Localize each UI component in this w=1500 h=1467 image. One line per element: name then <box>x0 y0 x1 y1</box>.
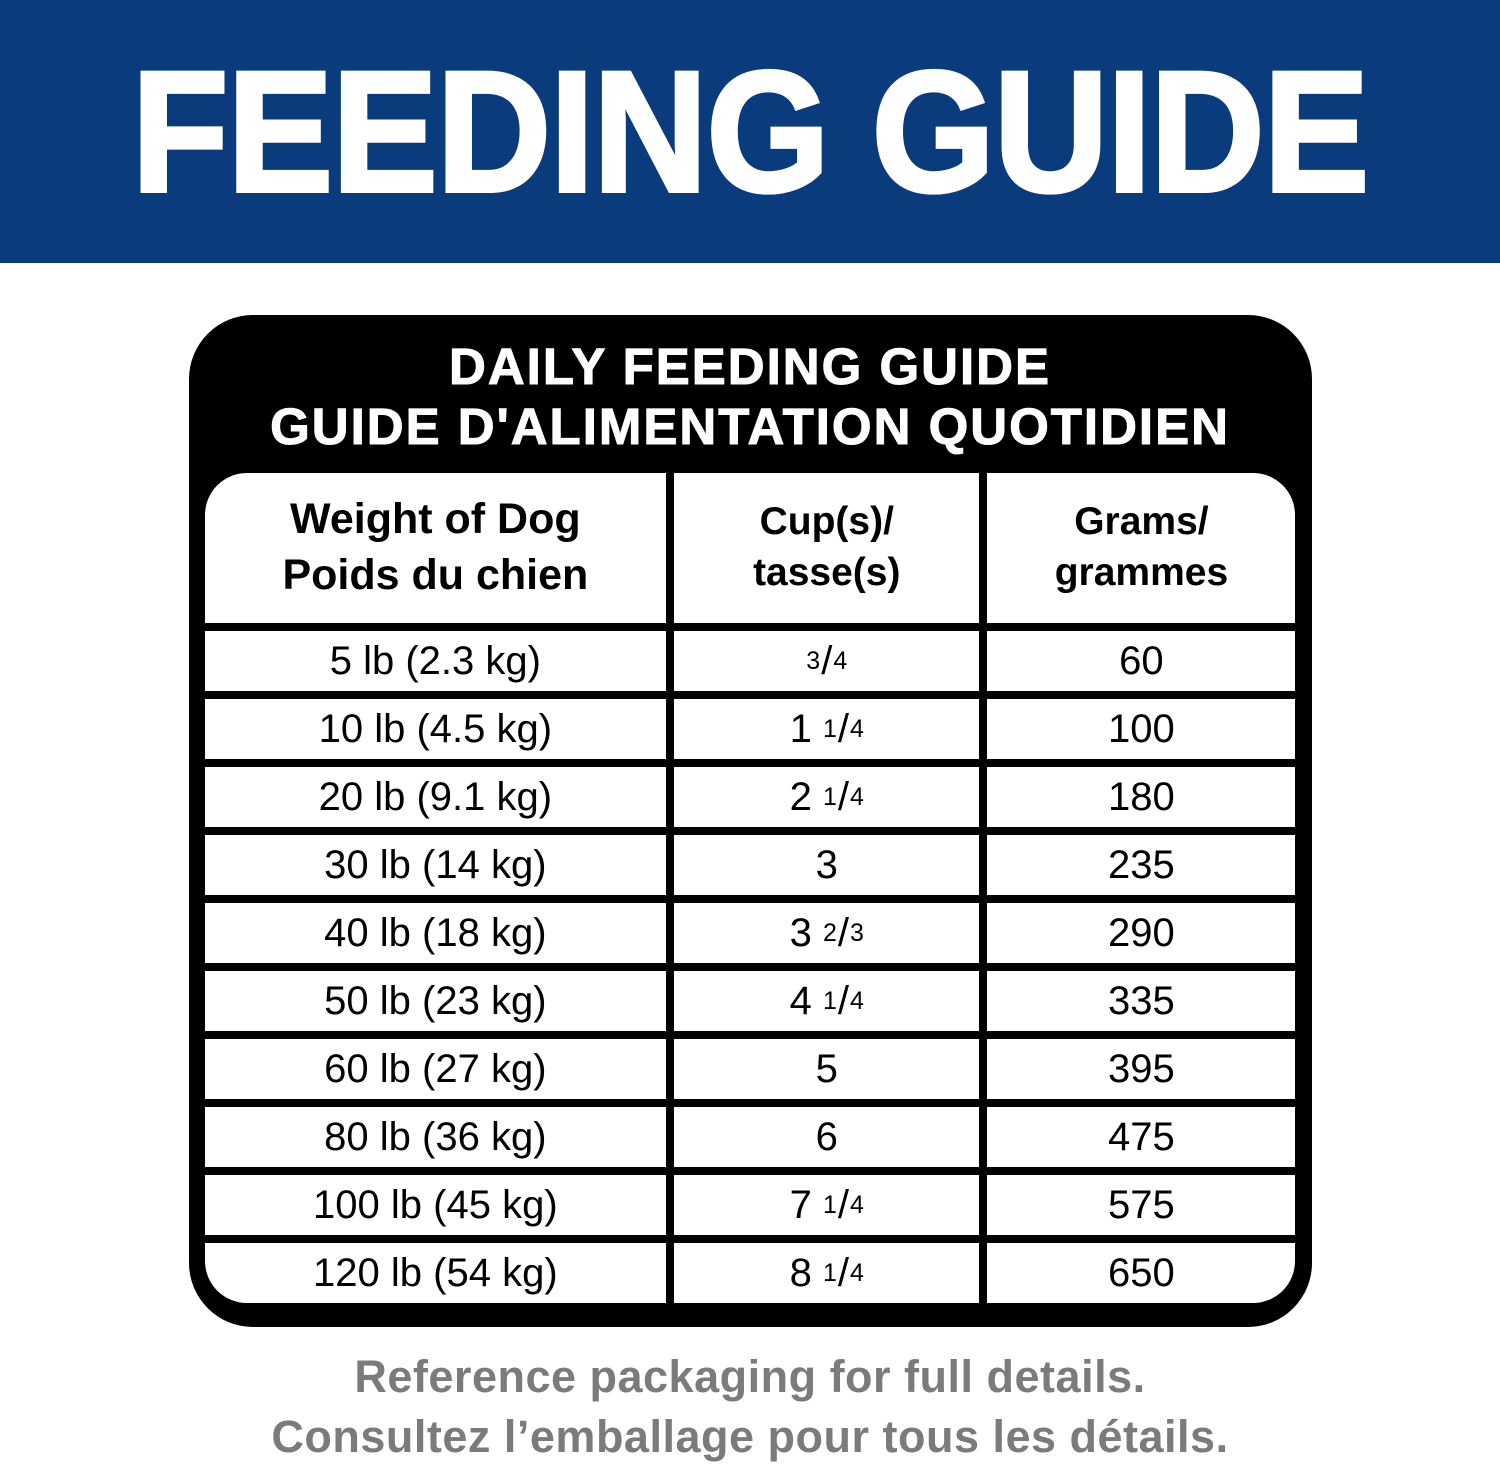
daily-feeding-guide-card: DAILY FEEDING GUIDE GUIDE D'ALIMENTATION… <box>188 315 1312 1327</box>
grams-cell: 650 <box>987 1243 1296 1303</box>
cups-cell: 3 2/3 <box>674 903 980 963</box>
cups-cell: 3/4 <box>674 631 980 691</box>
feeding-guide-banner: FEEDING GUIDE <box>0 0 1500 263</box>
header-weight-line1: Weight of Dog <box>290 495 581 544</box>
grams-cell: 60 <box>987 631 1296 691</box>
header-weight-of-dog: Weight of Dog Poids du chien <box>204 473 667 623</box>
footer-note: Reference packaging for full details. Co… <box>0 1347 1500 1467</box>
weight-cell: 10 lb (4.5 kg) <box>204 699 667 759</box>
card-title-english: DAILY FEEDING GUIDE <box>449 338 1051 396</box>
header-cups-line1: Cup(s)/ <box>759 500 894 544</box>
cups-cell: 6 <box>674 1107 980 1167</box>
cups-cell: 5 <box>674 1039 980 1099</box>
grams-cell: 395 <box>987 1039 1296 1099</box>
footer-note-french: Consultez l’emballage pour tous les déta… <box>271 1411 1229 1462</box>
weight-cell: 5 lb (2.3 kg) <box>204 631 667 691</box>
weight-cell: 30 lb (14 kg) <box>204 835 667 895</box>
cups-cell: 3 <box>674 835 980 895</box>
cups-cell: 8 1/4 <box>674 1243 980 1303</box>
header-cups-line2: tasse(s) <box>753 551 901 594</box>
footer-note-english: Reference packaging for full details. <box>354 1351 1146 1402</box>
grams-cell: 290 <box>987 903 1296 963</box>
header-grams-line1: Grams/ <box>1074 500 1209 544</box>
cups-cell: 1 1/4 <box>674 699 980 759</box>
feeding-table: Weight of Dog Poids du chien Cup(s)/ tas… <box>204 473 1296 1303</box>
header-grams-line2: grammes <box>1054 551 1229 594</box>
weight-cell: 50 lb (23 kg) <box>204 971 667 1031</box>
grams-cell: 180 <box>987 767 1296 827</box>
grams-cell: 100 <box>987 699 1296 759</box>
cups-cell: 4 1/4 <box>674 971 980 1031</box>
cups-cell: 7 1/4 <box>674 1175 980 1235</box>
weight-cell: 80 lb (36 kg) <box>204 1107 667 1167</box>
grams-cell: 475 <box>987 1107 1296 1167</box>
weight-cell: 60 lb (27 kg) <box>204 1039 667 1099</box>
feeding-guide-title: FEEDING GUIDE <box>130 35 1371 228</box>
grams-cell: 575 <box>987 1175 1296 1235</box>
grams-cell: 335 <box>987 971 1296 1031</box>
card-title-french: GUIDE D'ALIMENTATION QUOTIDIEN <box>270 398 1230 456</box>
header-cups: Cup(s)/ tasse(s) <box>674 473 980 623</box>
weight-cell: 40 lb (18 kg) <box>204 903 667 963</box>
header-grams: Grams/ grammes <box>987 473 1296 623</box>
weight-cell: 20 lb (9.1 kg) <box>204 767 667 827</box>
weight-cell: 120 lb (54 kg) <box>204 1243 667 1303</box>
header-weight-line2: Poids du chien <box>282 551 589 599</box>
cups-cell: 2 1/4 <box>674 767 980 827</box>
grams-cell: 235 <box>987 835 1296 895</box>
weight-cell: 100 lb (45 kg) <box>204 1175 667 1235</box>
